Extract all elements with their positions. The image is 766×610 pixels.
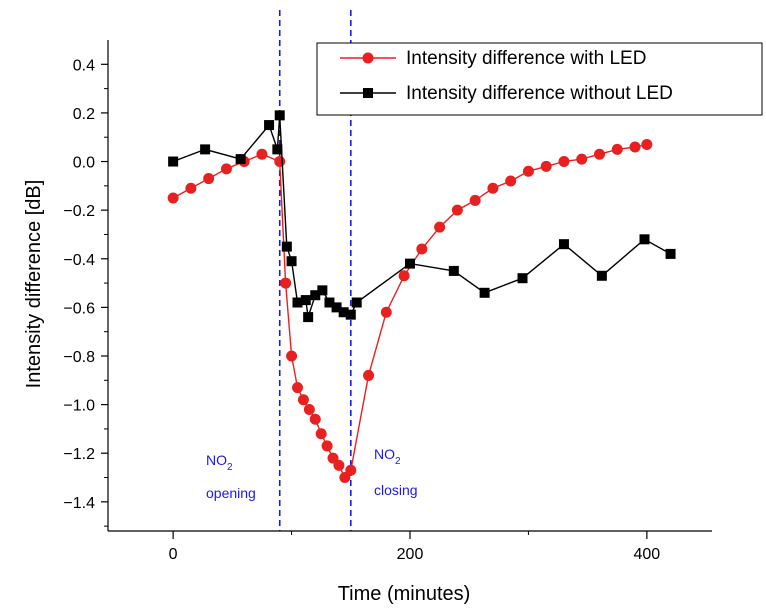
data-point (327, 452, 339, 464)
y-axis-title: Intensity difference [dB] (23, 180, 45, 389)
y-tick-label: 0.4 (73, 57, 95, 74)
data-point (185, 182, 197, 194)
data-point (317, 285, 328, 296)
data-point (345, 309, 356, 320)
legend: Intensity difference with LED Intensity … (316, 42, 763, 116)
data-point (479, 287, 490, 298)
data-point (629, 141, 641, 153)
y-tick-label: −0.6 (63, 300, 95, 317)
x-tick-label: 200 (397, 546, 424, 563)
data-point (303, 403, 315, 415)
data-point (292, 297, 303, 308)
data-point (315, 428, 327, 440)
data-point (641, 139, 653, 151)
data-point (639, 234, 650, 245)
data-point (274, 110, 285, 121)
data-point (451, 204, 463, 216)
data-point (286, 350, 298, 362)
legend-label-with-led: Intensity difference with LED (406, 48, 646, 69)
data-point (281, 241, 292, 252)
x-tick-label: 0 (169, 546, 178, 563)
data-point (168, 156, 179, 167)
data-point (167, 192, 179, 204)
annotation-no2-closing: NO2 (374, 446, 401, 467)
data-point (576, 153, 588, 165)
data-point (351, 297, 362, 308)
marker-lines (278, 10, 352, 531)
series-line (172, 115, 671, 318)
data-point (220, 163, 232, 175)
data-point (303, 312, 314, 323)
y-tick-label: 0.0 (73, 155, 95, 172)
data-point (416, 243, 428, 255)
y-tick-label: −0.8 (63, 349, 95, 366)
data-point (363, 369, 375, 381)
data-point (286, 256, 297, 267)
data-point (297, 394, 309, 406)
y-tick-label: −1.4 (63, 495, 95, 512)
series-layer (167, 110, 676, 484)
data-point (300, 295, 311, 306)
y-tick-label: −1.2 (63, 446, 95, 463)
data-point (596, 270, 607, 281)
legend-box (316, 42, 763, 116)
data-point (235, 154, 246, 165)
data-point (517, 273, 528, 284)
data-point (665, 248, 676, 259)
annotation-closing-label: closing (374, 482, 418, 498)
legend-label-without-led: Intensity difference without LED (406, 83, 673, 104)
data-point (324, 297, 335, 308)
data-point (345, 464, 357, 476)
data-point (203, 173, 215, 185)
data-point (469, 194, 481, 206)
data-point (405, 258, 415, 269)
data-point (505, 175, 517, 187)
data-point (380, 306, 392, 318)
data-point (339, 472, 351, 484)
data-point (264, 120, 275, 131)
y-tick-label: −1.0 (63, 398, 95, 415)
data-point (522, 165, 534, 177)
data-point (309, 413, 321, 425)
axes: 0 200 400 0.4 0.2 0.0 −0.2 −0.4 −0.6 −0.8 −1.0 −1.2… (63, 40, 712, 563)
data-point (333, 459, 345, 471)
data-point (280, 277, 292, 289)
data-point (558, 156, 570, 168)
data-point (434, 221, 446, 233)
data-point (338, 307, 349, 318)
data-point (331, 302, 342, 313)
legend-marker-no-led (363, 88, 373, 98)
y-tick-label: −0.4 (63, 252, 95, 269)
data-point (256, 148, 268, 160)
annotation-opening-label: opening (206, 485, 256, 501)
data-point (272, 144, 283, 155)
series-1 (168, 110, 676, 323)
series-0 (167, 139, 653, 484)
annotations: NO2 opening NO2 closing (206, 446, 418, 501)
y-tick-label: 0.2 (73, 106, 95, 123)
data-point (558, 239, 569, 250)
legend-marker-led (362, 52, 374, 64)
x-tick-label: 400 (634, 546, 661, 563)
data-point (540, 160, 552, 172)
data-point (274, 156, 286, 168)
data-point (310, 290, 321, 301)
data-point (200, 144, 211, 155)
data-point (321, 440, 333, 452)
data-point (398, 270, 410, 282)
series-line (172, 143, 648, 479)
data-point (487, 182, 499, 194)
y-tick-label: −0.2 (63, 203, 95, 220)
data-point (593, 148, 605, 160)
data-point (448, 265, 459, 276)
data-point (611, 143, 623, 155)
x-axis-title: Time (minutes) (338, 583, 471, 605)
data-point (291, 382, 303, 394)
annotation-no2-opening: NO2 (206, 452, 233, 473)
